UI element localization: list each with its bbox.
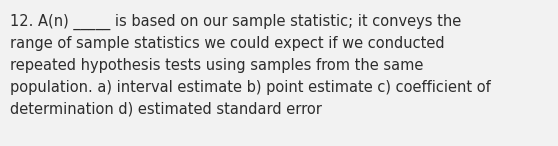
- Text: population. a) interval estimate b) point estimate c) coefficient of: population. a) interval estimate b) poin…: [10, 80, 490, 95]
- Text: repeated hypothesis tests using samples from the same: repeated hypothesis tests using samples …: [10, 58, 424, 73]
- Text: range of sample statistics we could expect if we conducted: range of sample statistics we could expe…: [10, 36, 445, 51]
- Text: determination d) estimated standard error: determination d) estimated standard erro…: [10, 102, 322, 117]
- Text: 12. A(n) _____ is based on our sample statistic; it conveys the: 12. A(n) _____ is based on our sample st…: [10, 14, 461, 30]
